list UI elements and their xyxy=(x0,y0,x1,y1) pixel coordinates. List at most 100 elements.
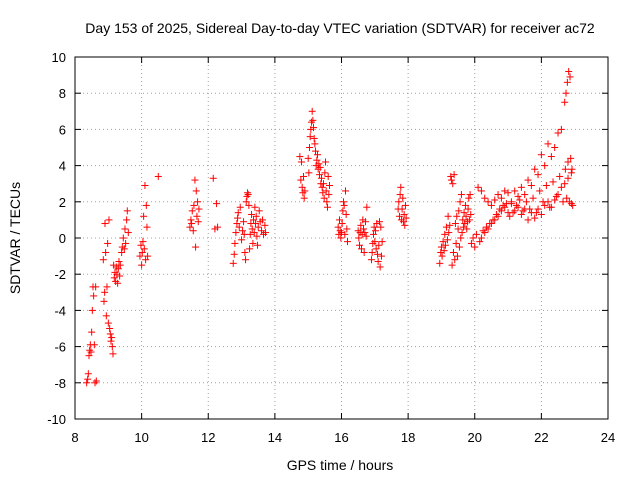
data-point xyxy=(321,169,329,177)
y-tick-label: 0 xyxy=(59,231,66,246)
data-point xyxy=(241,248,249,256)
data-points xyxy=(83,67,577,387)
data-point xyxy=(459,216,467,224)
data-point xyxy=(319,189,327,197)
data-point xyxy=(400,210,408,218)
data-point xyxy=(121,225,129,233)
data-point xyxy=(308,107,316,115)
data-point xyxy=(343,238,351,246)
data-point xyxy=(507,200,515,208)
data-point xyxy=(497,194,505,202)
y-tick-labels: -10 -8 -6 -4 -2 0 2 4 6 8 10 xyxy=(47,50,66,427)
x-tick-label: 20 xyxy=(468,430,482,445)
data-point xyxy=(567,154,575,162)
data-point xyxy=(487,201,495,209)
data-point xyxy=(467,210,475,218)
data-point xyxy=(474,183,482,191)
data-point xyxy=(99,256,107,264)
data-point xyxy=(377,223,385,231)
data-point xyxy=(444,212,452,220)
data-point xyxy=(447,172,455,180)
x-tick-label: 14 xyxy=(268,430,282,445)
data-point xyxy=(304,154,312,162)
data-point xyxy=(396,191,404,199)
data-point xyxy=(522,198,530,206)
data-point xyxy=(261,221,269,229)
data-point xyxy=(123,207,131,215)
data-point xyxy=(437,243,445,251)
data-point xyxy=(461,201,469,209)
data-point xyxy=(140,245,148,253)
data-point xyxy=(561,165,569,173)
y-tick-label: -2 xyxy=(54,267,66,282)
data-point xyxy=(246,230,254,238)
data-point xyxy=(92,283,100,291)
data-point xyxy=(323,198,331,206)
data-point xyxy=(240,218,248,226)
data-point xyxy=(537,210,545,218)
data-point xyxy=(326,182,334,190)
data-point xyxy=(554,191,562,199)
data-point xyxy=(187,216,195,224)
y-tick-label: -4 xyxy=(54,303,66,318)
data-point xyxy=(466,191,474,199)
data-point xyxy=(472,230,480,238)
data-point xyxy=(306,144,314,151)
data-point xyxy=(122,239,130,247)
data-point xyxy=(517,183,525,191)
data-point xyxy=(399,194,407,202)
data-point xyxy=(360,248,368,256)
x-tick-label: 24 xyxy=(601,430,615,445)
data-point xyxy=(249,239,257,247)
data-point xyxy=(191,176,199,184)
data-point xyxy=(105,216,113,224)
data-point xyxy=(440,247,448,255)
data-point xyxy=(567,169,575,177)
y-tick-label: 8 xyxy=(59,86,66,101)
data-point xyxy=(142,256,150,264)
data-point xyxy=(143,223,151,231)
data-point xyxy=(318,183,326,191)
x-tick-label: 22 xyxy=(534,430,548,445)
data-point xyxy=(104,239,112,247)
data-point xyxy=(453,212,461,220)
data-point xyxy=(494,212,502,220)
data-point xyxy=(465,216,473,224)
data-point xyxy=(139,238,147,246)
data-point xyxy=(504,209,512,217)
data-point xyxy=(567,200,575,208)
data-point xyxy=(192,243,200,251)
y-tick-label: -10 xyxy=(47,412,66,427)
data-point xyxy=(255,207,263,215)
data-point xyxy=(144,252,152,260)
data-point xyxy=(246,245,254,253)
data-point xyxy=(477,187,485,195)
data-point xyxy=(312,147,320,155)
data-point xyxy=(342,210,350,218)
data-point xyxy=(242,256,250,264)
data-point xyxy=(339,198,347,206)
data-point xyxy=(511,187,519,195)
x-tick-label: 12 xyxy=(201,430,215,445)
chart-title: Day 153 of 2025, Sidereal Day-to-day VTE… xyxy=(85,20,595,36)
data-point xyxy=(301,187,309,195)
data-point xyxy=(521,191,529,199)
data-point xyxy=(453,252,461,260)
data-point xyxy=(141,182,149,190)
data-point xyxy=(316,171,324,179)
data-point xyxy=(192,187,200,195)
data-point xyxy=(359,225,367,233)
data-point xyxy=(87,348,95,356)
data-point xyxy=(456,198,464,206)
data-point xyxy=(481,194,489,202)
data-point xyxy=(320,194,328,202)
data-point xyxy=(447,176,455,184)
data-point xyxy=(564,174,572,182)
data-point xyxy=(336,227,344,235)
data-point xyxy=(561,98,569,106)
data-point xyxy=(443,236,451,244)
data-point xyxy=(193,212,201,220)
data-point xyxy=(449,180,457,188)
data-point xyxy=(561,180,569,188)
data-point xyxy=(311,140,319,148)
